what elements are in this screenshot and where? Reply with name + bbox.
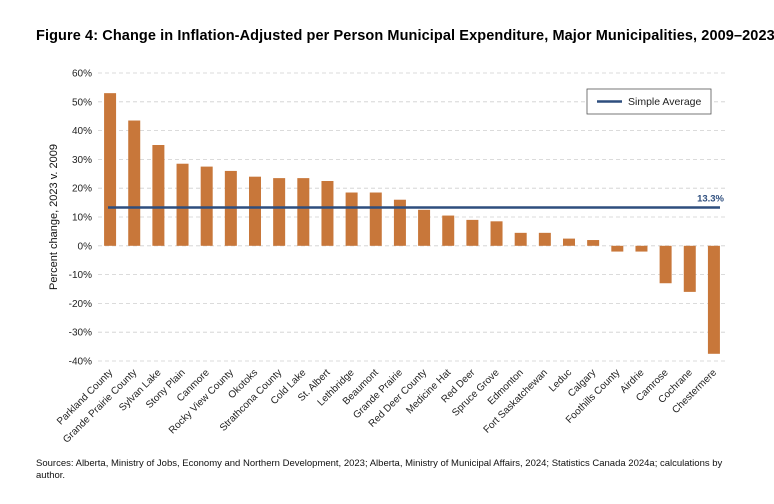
y-tick-label: 0% [78,241,93,252]
bar [152,145,165,246]
y-tick-label: -20% [69,299,92,310]
bar [490,221,503,246]
chart-title: Figure 4: Change in Inflation-Adjusted p… [36,28,774,44]
bar [273,178,286,246]
bar [538,232,551,246]
y-tick-label: 30% [72,155,92,166]
y-tick-label: -40% [69,357,92,368]
y-tick-label: 60% [72,69,92,80]
average-value-label: 13.3% [697,193,724,204]
bar [563,238,575,246]
bar [611,245,624,252]
y-tick-label: -10% [69,270,92,281]
y-tick-label: 20% [72,184,92,195]
legend: Simple Average [586,88,712,115]
y-axis-label: Percent change, 2023 v. 2009 [48,144,60,290]
y-tick-label: 10% [72,213,92,224]
bars [104,93,720,354]
bar [128,120,141,246]
y-tick-label: -30% [69,328,92,339]
bar [707,245,720,354]
bar [249,176,261,246]
bar [635,245,648,252]
bar [418,209,431,246]
bar [297,178,310,246]
bar [345,192,358,246]
bar [659,245,672,284]
average-line-group: 13.3% [108,193,725,209]
bar [393,199,406,246]
y-tick-label: 40% [72,126,92,137]
bar [442,215,455,246]
bar [466,219,479,246]
bar [176,163,189,246]
y-tick-label: 50% [72,97,92,108]
bar [369,192,382,246]
source-note: Sources: Alberta, Ministry of Jobs, Econ… [36,458,723,481]
bar [683,245,696,292]
legend-label: Simple Average [628,96,702,108]
bar [514,232,527,246]
bar [200,166,213,246]
y-axis-ticks: -40% -30% -20% -10% 0% 10% 20% 30% 40% 50% 60% [69,69,92,368]
bar [587,240,600,246]
bar [321,181,334,246]
gridlines [98,72,726,362]
bar [104,93,117,246]
